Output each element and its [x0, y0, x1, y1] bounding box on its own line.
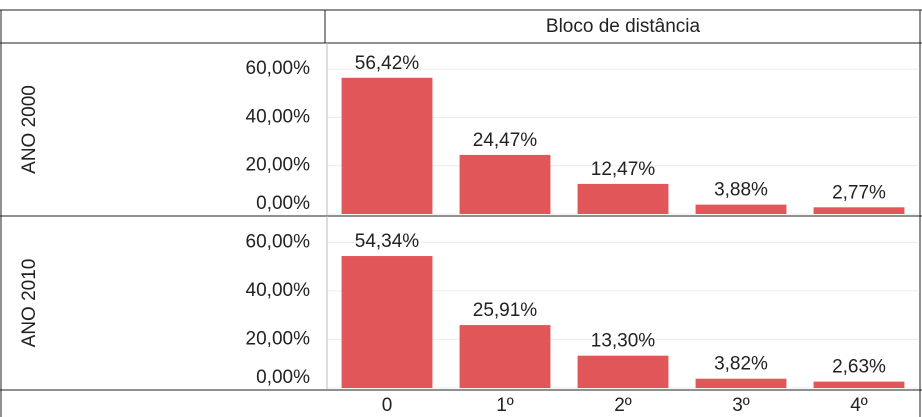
bar [813, 381, 905, 388]
bar [577, 183, 669, 214]
x-tick-label: 1º [496, 395, 514, 416]
y-tick-label: 20,00% [246, 328, 311, 349]
value-label: 12,47% [591, 159, 656, 180]
bar [341, 77, 433, 214]
row-label: ANO 2000 [19, 85, 40, 174]
x-tick-label: 4º [850, 395, 868, 416]
value-label: 56,42% [355, 53, 420, 74]
bar [459, 154, 551, 214]
value-label: 13,30% [591, 331, 656, 352]
y-tick-label: 0,00% [256, 367, 310, 388]
header-title: Bloco de distância [546, 16, 701, 37]
value-label: 3,88% [714, 180, 768, 201]
bar [577, 355, 669, 388]
y-tick-label: 40,00% [246, 106, 311, 127]
bar [695, 204, 787, 214]
y-tick-label: 60,00% [246, 231, 311, 252]
x-tick-label: 3º [732, 395, 750, 416]
y-tick-label: 40,00% [246, 280, 311, 301]
bar [695, 378, 787, 388]
value-label: 2,63% [832, 357, 886, 378]
x-tick-label: 0 [382, 395, 393, 416]
bar [813, 207, 905, 214]
y-tick-label: 20,00% [246, 155, 311, 176]
bar [341, 256, 433, 388]
value-label: 24,47% [473, 130, 538, 151]
y-tick-label: 0,00% [256, 193, 310, 214]
value-label: 3,82% [714, 354, 768, 375]
value-label: 54,34% [355, 231, 420, 252]
y-tick-label: 60,00% [246, 58, 311, 79]
value-label: 25,91% [473, 300, 538, 321]
bar [459, 325, 551, 388]
x-tick-label: 2º [614, 395, 632, 416]
value-label: 2,77% [832, 182, 886, 203]
row-label: ANO 2010 [19, 259, 40, 348]
